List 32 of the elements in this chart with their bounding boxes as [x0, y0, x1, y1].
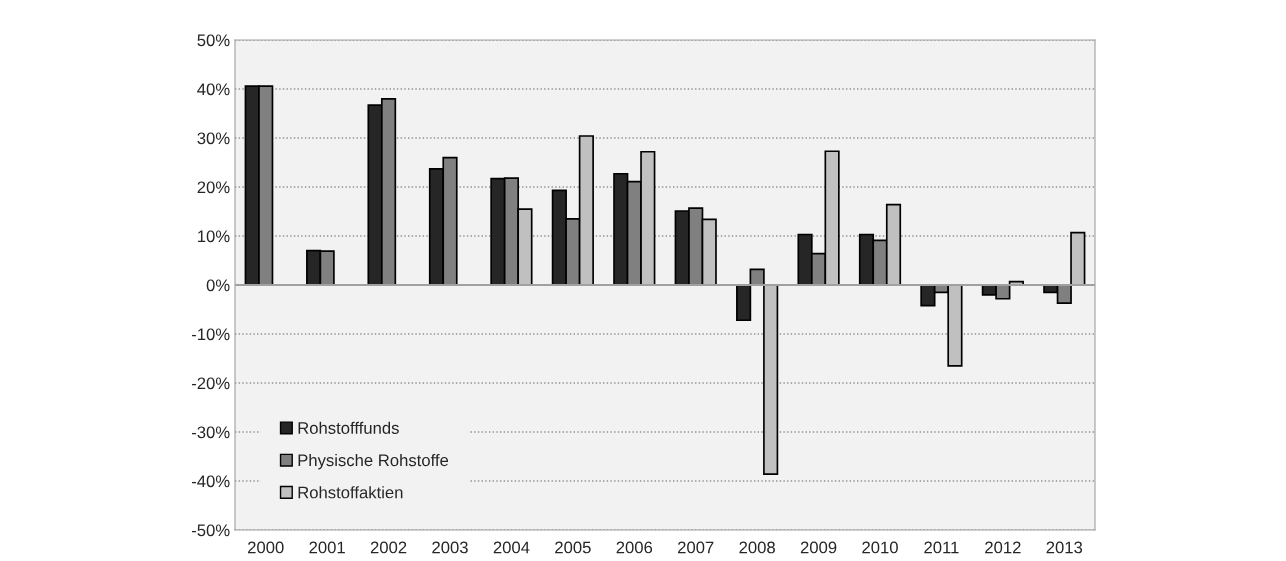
- x-tick-label: 2013: [1046, 541, 1083, 554]
- legend-label: Physische Rohstoffe: [298, 453, 449, 470]
- legend-label: Rohstoffaktien: [298, 486, 403, 499]
- y-tick-label: 10%: [198, 230, 230, 243]
- x-tick-label: 2012: [985, 541, 1021, 554]
- bar: [763, 284, 779, 475]
- bar: [736, 284, 752, 322]
- x-tick-label: 2007: [678, 541, 714, 554]
- x-tick-label: 2005: [555, 541, 591, 554]
- x-tick-label: 2006: [616, 541, 653, 554]
- x-tick-label: 2004: [493, 541, 530, 554]
- y-tick-label: -10%: [191, 328, 230, 341]
- x-tick-label: 2001: [309, 541, 345, 554]
- y-tick-label: 0%: [206, 279, 230, 292]
- y-tick-label: 50%: [197, 34, 230, 47]
- x-tick-label: 2008: [739, 541, 775, 554]
- x-tick-label: 2010: [862, 541, 898, 554]
- x-tick-label: 2003: [432, 541, 468, 554]
- x-tick-label: 2009: [800, 541, 837, 554]
- y-tick-label: 20%: [197, 181, 230, 194]
- bar: [1070, 231, 1086, 286]
- y-tick-label: -40%: [191, 475, 230, 488]
- legend-label: Rohstofffunds: [298, 421, 399, 434]
- x-tick-label: 2000: [248, 541, 284, 554]
- y-tick-label: 40%: [197, 83, 230, 96]
- bar: [749, 268, 765, 286]
- y-tick-label: -20%: [191, 377, 230, 390]
- y-tick-label: -30%: [191, 426, 230, 439]
- x-tick-label: 2002: [370, 541, 407, 554]
- y-tick-label: 30%: [197, 132, 230, 145]
- y-tick-label: -50%: [191, 524, 230, 537]
- x-tick-label: 2011: [924, 541, 959, 554]
